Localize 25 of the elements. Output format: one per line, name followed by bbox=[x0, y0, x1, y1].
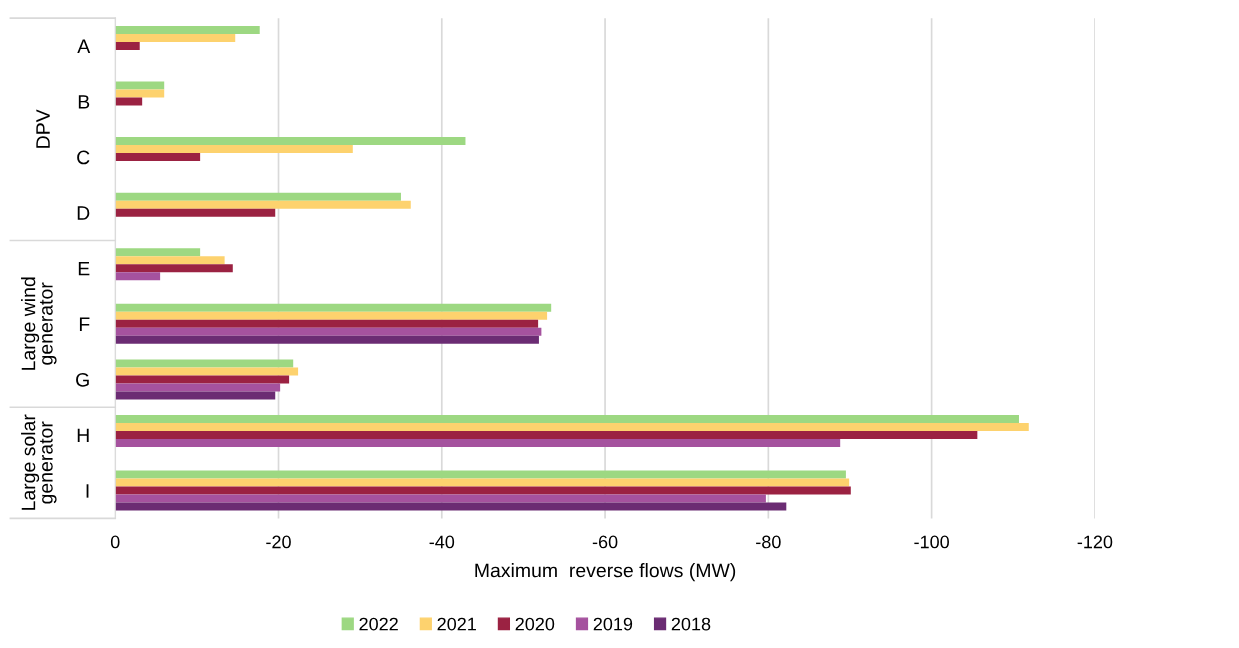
y-tick-label: A bbox=[77, 39, 91, 53]
x-tick-label: -40 bbox=[429, 535, 455, 549]
legend-label: 2021 bbox=[437, 617, 476, 631]
y-tick-label: H bbox=[77, 428, 89, 443]
y-tick-label: B bbox=[78, 95, 90, 109]
text: DPV bbox=[36, 109, 50, 148]
y-tick-label: I bbox=[86, 484, 89, 498]
legend-label: 2020 bbox=[515, 617, 555, 631]
legend-label: 2018 bbox=[671, 617, 711, 631]
x-tick-label: -120 bbox=[1077, 535, 1113, 549]
legend-label: 2019 bbox=[593, 617, 633, 631]
x-axis-title: Maximum reverse flows (MW) bbox=[475, 563, 736, 582]
x-tick-label: -60 bbox=[592, 535, 618, 549]
x-tick-label: -80 bbox=[756, 535, 781, 549]
x-tick-label: -100 bbox=[914, 535, 949, 549]
x-tick-label: -20 bbox=[266, 535, 291, 549]
legend-label: 2022 bbox=[359, 617, 398, 631]
y-tick-label: E bbox=[78, 261, 90, 276]
y-tick-label: D bbox=[77, 206, 90, 220]
y-tick-label: C bbox=[77, 150, 90, 165]
text: Large wind generator bbox=[21, 277, 57, 370]
text: Large solar generator bbox=[21, 414, 57, 510]
y-tick-label: F bbox=[79, 317, 90, 331]
x-tick-label: 0 bbox=[110, 535, 120, 549]
y-tick-label: G bbox=[76, 372, 89, 387]
